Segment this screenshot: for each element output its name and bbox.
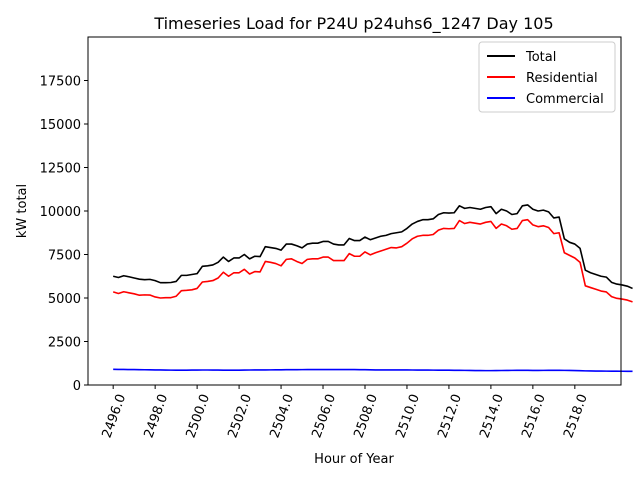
series-line-residential [112,218,633,303]
x-axis-label: Hour of Year [314,452,394,467]
legend-label-total: Total [525,50,556,65]
y-tick-label: 15000 [40,118,81,133]
series-lines [112,204,633,373]
y-tick-label: 17500 [40,75,81,90]
y-axis-ticks: 0 2500 5000 7500 10000 12500 15000 17500 [40,75,88,394]
y-tick-label: 10000 [40,205,81,220]
y-tick-label: 2500 [48,336,81,351]
legend-label-commercial: Commercial [526,92,604,107]
y-axis-label: kW total [15,184,30,238]
legend-label-residential: Residential [526,71,598,86]
series-line-commercial [113,368,633,373]
chart-title: Timeseries Load for P24U p24uhs6_1247 Da… [153,14,553,34]
y-tick-label: 7500 [48,249,81,264]
legend: Total Residential Commercial [478,41,616,113]
series-line-total [112,204,633,290]
y-tick-label: 12500 [40,162,81,177]
legend-box [478,41,616,113]
y-tick-label: 0 [73,379,81,394]
y-tick-label: 5000 [48,292,81,307]
